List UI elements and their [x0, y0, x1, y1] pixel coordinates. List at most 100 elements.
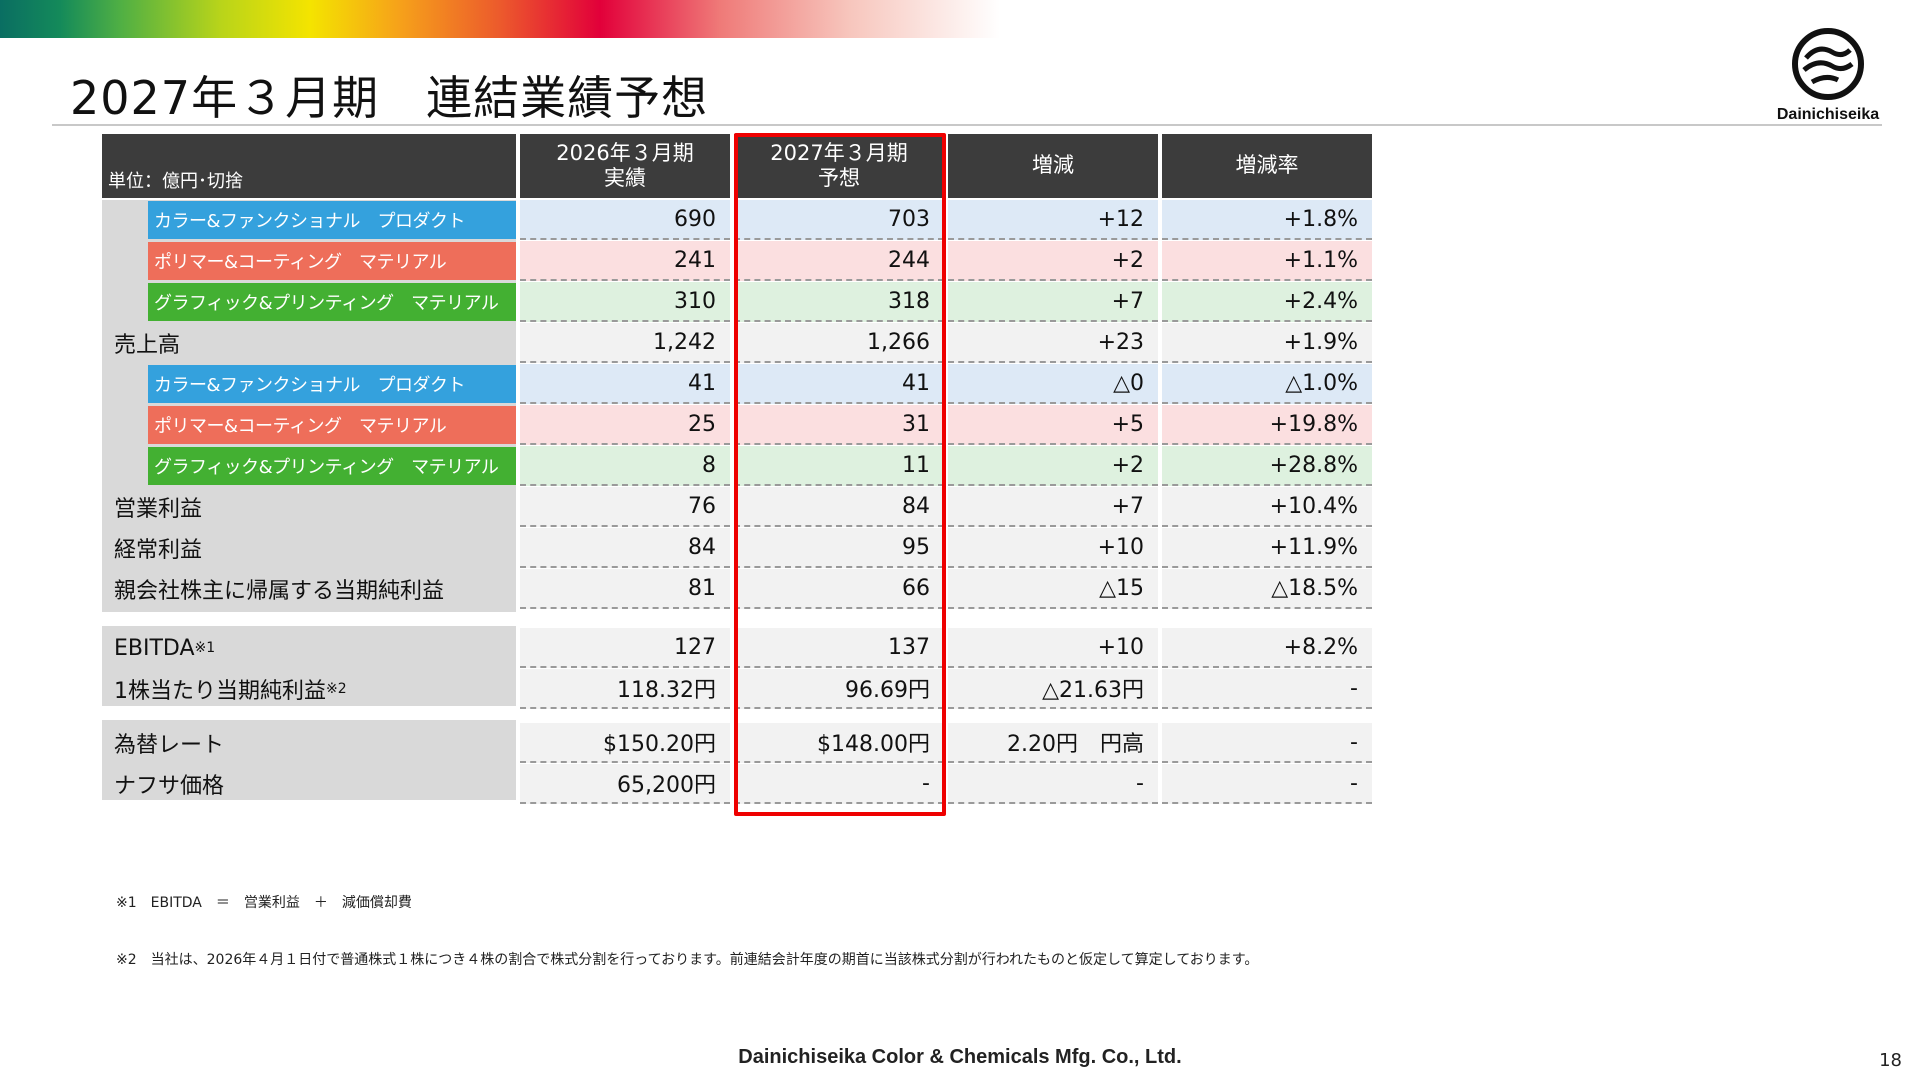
dainichiseika-logo-icon: [1792, 28, 1864, 100]
table-row: ポリマー&コーティング マテリアル 241 244 +2 +1.1%: [102, 241, 1372, 281]
cell-change: △0: [948, 364, 1158, 404]
cell-fy2027: 244: [734, 241, 944, 281]
cell-change-rate: +2.4%: [1162, 282, 1372, 322]
unit-label: 単位：億円･切捨: [102, 134, 516, 198]
cell-change-rate: +28.8%: [1162, 446, 1372, 486]
segment-color-functional: カラー&ファンクショナル プロダクト: [148, 365, 516, 403]
cell-change-rate: +1.9%: [1162, 323, 1372, 363]
cell-change: -: [948, 764, 1158, 804]
cell-fy2026: 8: [520, 446, 730, 486]
cell-fy2026: 1,242: [520, 323, 730, 363]
cell-change: +10: [948, 528, 1158, 568]
cell-fy2026: 41: [520, 364, 730, 404]
row-label-naphtha-price: ナフサ価格: [114, 774, 225, 799]
cell-fy2027: 703: [734, 200, 944, 240]
cell-fy2027: 66: [734, 569, 944, 609]
row-label-operating-income: 営業利益: [114, 497, 203, 522]
sales-label-bg: [102, 326, 516, 366]
table-row: 売上高 1,242 1,266 +23 +1.9%: [102, 323, 1372, 363]
page-title: 2027年３月期 連結業績予想: [70, 71, 709, 125]
row-label-exchange-rate: 為替レート: [114, 733, 225, 758]
table-row: カラー&ファンクショナル プロダクト 41 41 △0 △1.0%: [102, 364, 1372, 404]
cell-change: +10: [948, 628, 1158, 668]
cell-fy2027: 96.69円: [734, 669, 944, 709]
segment-polymer-coating: ポリマー&コーティング マテリアル: [148, 242, 516, 280]
cell-change: 2.20円 円高: [948, 723, 1158, 763]
cell-change: +7: [948, 487, 1158, 527]
table-header: 単位：億円･切捨 2026年３月期 実績 2027年３月期 予想 増減 増減率: [102, 134, 1372, 198]
company-logo: Dainichiseika: [1758, 28, 1898, 124]
cell-fy2027: 137: [734, 628, 944, 668]
table-row: カラー&ファンクショナル プロダクト 690 703 +12 +1.8%: [102, 200, 1372, 240]
segment-graphic-printing: グラフィック&プリンティング マテリアル: [148, 447, 516, 485]
segment-polymer-coating: ポリマー&コーティング マテリアル: [148, 406, 516, 444]
cell-change-rate: -: [1162, 764, 1372, 804]
header-fy2026-actual: 2026年３月期 実績: [520, 134, 730, 198]
cell-fy2026: 690: [520, 200, 730, 240]
cell-fy2026: 118.32円: [520, 669, 730, 709]
cell-change-rate: -: [1162, 723, 1372, 763]
segment-graphic-printing: グラフィック&プリンティング マテリアル: [148, 283, 516, 321]
cell-change: +5: [948, 405, 1158, 445]
cell-change: △21.63円: [948, 669, 1158, 709]
cell-fy2027: 1,266: [734, 323, 944, 363]
cell-fy2027: -: [734, 764, 944, 804]
table-row: 1株当たり当期純利益 ※2 118.32円 96.69円 △21.63円 -: [102, 669, 1372, 709]
cell-fy2027: 41: [734, 364, 944, 404]
cell-fy2027: 318: [734, 282, 944, 322]
row-label-eps: 1株当たり当期純利益 ※2: [114, 679, 347, 704]
cell-fy2026: 76: [520, 487, 730, 527]
cell-change-rate: +1.8%: [1162, 200, 1372, 240]
footnote-2: ※2 当社は、2026年４月１日付で普通株式１株につき４株の割合で株式分割を行っ…: [116, 952, 1259, 968]
row-label-net-sales: 売上高: [114, 333, 181, 358]
cell-fy2026: 25: [520, 405, 730, 445]
table-row: 為替レート $150.20円 $148.00円 2.20円 円高 -: [102, 723, 1372, 763]
footnotes: ※1 EBITDA ＝ 営業利益 ＋ 減価償却費 ※2 当社は、2026年４月１…: [116, 856, 1258, 989]
footnote-1: ※1 EBITDA ＝ 営業利益 ＋ 減価償却費: [116, 895, 412, 911]
segment-color-functional: カラー&ファンクショナル プロダクト: [148, 201, 516, 239]
table-row: 営業利益 76 84 +7 +10.4%: [102, 487, 1372, 527]
table-row: 経常利益 84 95 +10 +11.9%: [102, 528, 1372, 568]
cell-fy2027: $148.00円: [734, 723, 944, 763]
cell-fy2026: $150.20円: [520, 723, 730, 763]
cell-change-rate: △1.0%: [1162, 364, 1372, 404]
cell-fy2026: 65,200円: [520, 764, 730, 804]
cell-change-rate: +10.4%: [1162, 487, 1372, 527]
table-row: ポリマー&コーティング マテリアル 25 31 +5 +19.8%: [102, 405, 1372, 445]
cell-fy2027: 84: [734, 487, 944, 527]
cell-fy2026: 81: [520, 569, 730, 609]
cell-change-rate: +1.1%: [1162, 241, 1372, 281]
title-divider: [52, 124, 1882, 126]
cell-fy2027: 31: [734, 405, 944, 445]
table-row: EBITDA ※1 127 137 +10 +8.2%: [102, 628, 1372, 668]
ebitda-label-group: [102, 626, 516, 706]
cell-change-rate: +19.8%: [1162, 405, 1372, 445]
page-number: 18: [1879, 1050, 1902, 1071]
cell-fy2027: 11: [734, 446, 944, 486]
cell-change-rate: +11.9%: [1162, 528, 1372, 568]
header-change: 増減: [948, 134, 1158, 198]
cell-fy2026: 310: [520, 282, 730, 322]
cell-fy2026: 127: [520, 628, 730, 668]
table-row: グラフィック&プリンティング マテリアル 8 11 +2 +28.8%: [102, 446, 1372, 486]
market-label-group: [102, 720, 516, 800]
cell-fy2026: 84: [520, 528, 730, 568]
row-label-ebitda: EBITDA ※1: [114, 635, 216, 661]
cell-change: △15: [948, 569, 1158, 609]
table-row: 親会社株主に帰属する当期純利益 81 66 △15 △18.5%: [102, 569, 1372, 609]
cell-change: +23: [948, 323, 1158, 363]
cell-change: +7: [948, 282, 1158, 322]
header-change-rate: 増減率: [1162, 134, 1372, 198]
cell-change: +12: [948, 200, 1158, 240]
table-row: ナフサ価格 65,200円 - - -: [102, 764, 1372, 804]
cell-fy2027: 95: [734, 528, 944, 568]
cell-change-rate: +8.2%: [1162, 628, 1372, 668]
row-label-net-income: 親会社株主に帰属する当期純利益: [114, 579, 445, 604]
company-footer: Dainichiseika Color & Chemicals Mfg. Co.…: [738, 1046, 1182, 1068]
cell-fy2026: 241: [520, 241, 730, 281]
gradient-banner: [0, 0, 1000, 38]
cell-change-rate: △18.5%: [1162, 569, 1372, 609]
row-label-ordinary-income: 経常利益: [114, 538, 203, 563]
header-fy2027-forecast: 2027年３月期 予想: [734, 134, 944, 198]
cell-change: +2: [948, 241, 1158, 281]
